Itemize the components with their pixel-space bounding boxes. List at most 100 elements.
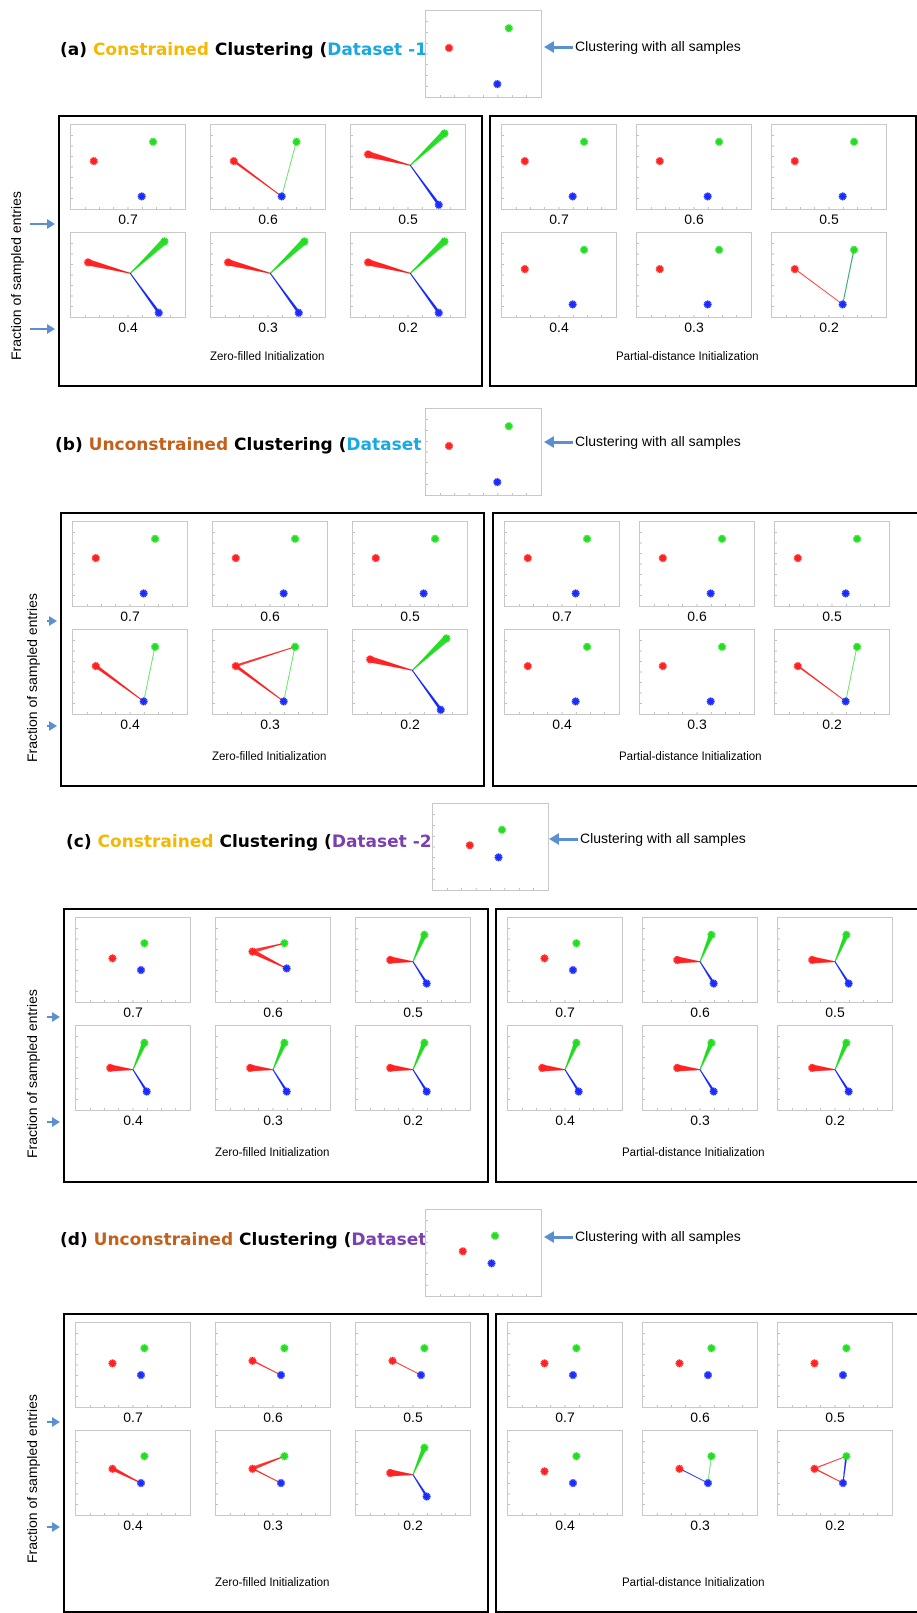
- spread-line: [413, 1046, 425, 1070]
- cluster-plot: [507, 1430, 623, 1516]
- spread-line: [282, 142, 297, 197]
- fraction-label: 0.5: [383, 1409, 443, 1425]
- cluster-plot-svg: [71, 233, 185, 317]
- spread-line: [410, 273, 439, 315]
- fraction-label: 0.2: [805, 1112, 865, 1128]
- fraction-label: 0.7: [535, 1409, 595, 1425]
- fraction-label: 0.4: [103, 1517, 163, 1533]
- fraction-label: 0.6: [238, 211, 298, 227]
- fraction-label: 0.7: [103, 1409, 163, 1425]
- figure-section-a: (a) Constrained Clustering (Dataset -1)C…: [0, 0, 917, 400]
- spread-line: [700, 1046, 712, 1070]
- partial-distance-label: Partial-distance Initialization: [622, 1577, 765, 1589]
- fraction-label: 0.6: [670, 1409, 730, 1425]
- cluster-plot-svg: [433, 804, 548, 890]
- fraction-label: 0.2: [383, 1517, 443, 1533]
- spread-line: [253, 1469, 281, 1483]
- cluster-plot-svg: [775, 630, 889, 714]
- spread-line: [835, 938, 847, 962]
- fraction-label: 0.4: [535, 1112, 595, 1128]
- cluster-plot-svg: [502, 125, 616, 209]
- cluster-plot-svg: [508, 1431, 622, 1515]
- fraction-label: 0.7: [532, 608, 592, 624]
- cluster-plot: [350, 124, 466, 210]
- spread-line: [392, 1361, 421, 1375]
- cluster-plot-svg: [505, 630, 619, 714]
- fraction-label: 0.4: [529, 319, 589, 335]
- cluster-plot-svg: [76, 1431, 190, 1515]
- spread-line: [253, 1456, 285, 1470]
- zero-filled-label: Zero-filled Initialization: [215, 1147, 329, 1159]
- fraction-label: 0.2: [805, 1517, 865, 1533]
- fraction-label: 0.3: [243, 1112, 303, 1128]
- cluster-plot: [212, 629, 328, 715]
- title-middle: Clustering (: [233, 1230, 351, 1250]
- reference-arrow: [553, 46, 573, 49]
- cluster-plot-svg: [778, 1323, 892, 1407]
- fraction-label: 0.6: [664, 211, 724, 227]
- reference-label: Clustering with all samples: [580, 830, 746, 846]
- row-arrow-1: [47, 1016, 53, 1018]
- cluster-plot-svg: [216, 1323, 330, 1407]
- figure-section-b: (b) Unconstrained Clustering (Dataset -1…: [0, 400, 917, 800]
- reference-plot: [425, 1209, 542, 1297]
- title-prefix: (d): [60, 1230, 94, 1250]
- cluster-plot: [72, 521, 188, 607]
- cluster-plot: [210, 232, 326, 318]
- cluster-plot: [355, 1025, 471, 1111]
- cluster-plot-svg: [356, 918, 470, 1002]
- fraction-label: 0.2: [802, 716, 862, 732]
- y-axis-label: Fraction of sampled entries: [24, 593, 40, 762]
- cluster-plot-svg: [356, 1026, 470, 1110]
- reference-label: Clustering with all samples: [575, 1228, 741, 1244]
- fraction-label: 0.7: [98, 211, 158, 227]
- cluster-plot: [777, 1430, 893, 1516]
- reference-arrow: [558, 838, 578, 841]
- y-axis-label: Fraction of sampled entries: [24, 1394, 40, 1563]
- spread-line: [565, 1046, 577, 1070]
- row-arrow-2: [30, 328, 48, 330]
- cluster-plot: [777, 917, 893, 1003]
- fraction-label: 0.5: [799, 211, 859, 227]
- spread-line: [679, 1469, 708, 1483]
- spread-line: [113, 1471, 141, 1483]
- title-word1: Constrained: [93, 40, 209, 60]
- cluster-plot-svg: [73, 522, 187, 606]
- fraction-label: 0.3: [238, 319, 298, 335]
- cluster-plot: [507, 1025, 623, 1111]
- row-arrow-2: [47, 725, 50, 727]
- y-axis-label: Fraction of sampled entries: [24, 989, 40, 1158]
- cluster-plot: [355, 917, 471, 1003]
- spread-line: [795, 269, 843, 304]
- title-prefix: (a): [60, 40, 93, 60]
- spread-line: [412, 670, 441, 712]
- cluster-plot-svg: [640, 522, 754, 606]
- fraction-label: 0.4: [535, 1517, 595, 1533]
- cluster-plot-svg: [216, 1026, 330, 1110]
- cluster-plot-svg: [213, 630, 327, 714]
- cluster-plot-svg: [643, 918, 757, 1002]
- fraction-label: 0.5: [383, 1004, 443, 1020]
- cluster-plot: [636, 232, 752, 318]
- fraction-label: 0.6: [240, 608, 300, 624]
- cluster-plot-svg: [775, 522, 889, 606]
- fraction-label: 0.5: [380, 608, 440, 624]
- cluster-plot: [639, 521, 755, 607]
- cluster-plot-svg: [73, 630, 187, 714]
- fraction-label: 0.7: [535, 1004, 595, 1020]
- cluster-plot: [504, 521, 620, 607]
- cluster-plot: [75, 1430, 191, 1516]
- spread-line: [835, 1046, 847, 1070]
- cluster-plot: [504, 629, 620, 715]
- spread-line: [253, 954, 286, 968]
- title-word2: Dataset -2: [332, 832, 432, 852]
- fraction-label: 0.4: [98, 319, 158, 335]
- spread-line: [284, 647, 295, 702]
- cluster-plot-svg: [637, 233, 751, 317]
- cluster-plot-svg: [508, 1026, 622, 1110]
- cluster-plot: [72, 629, 188, 715]
- reference-label: Clustering with all samples: [575, 433, 741, 449]
- cluster-plot-svg: [778, 1431, 892, 1515]
